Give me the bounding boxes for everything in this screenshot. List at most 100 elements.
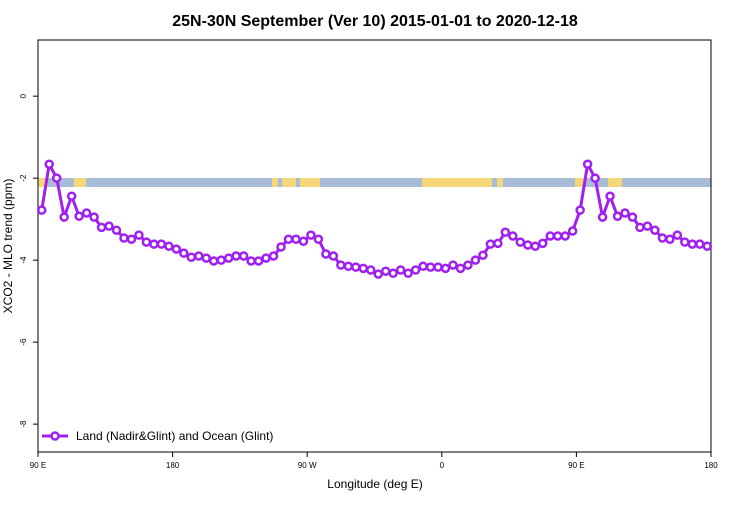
data-point [590, 173, 600, 183]
data-point [276, 242, 286, 252]
x-axis-label: Longitude (deg E) [327, 477, 422, 491]
x-tick-label: 180 [704, 461, 718, 470]
data-point [306, 230, 316, 240]
data-point [238, 251, 249, 261]
data-point [253, 256, 264, 266]
data-point [687, 239, 698, 249]
data-point [358, 263, 369, 274]
data-point [313, 234, 324, 244]
chart-title: 25N-30N September (Ver 10) 2015-01-01 to… [172, 13, 578, 30]
legend-label: Land (Nadir&Glint) and Ocean (Glint) [76, 429, 273, 443]
data-point [186, 252, 197, 263]
data-point [171, 244, 182, 254]
data-point [425, 262, 436, 272]
data-point [216, 255, 226, 265]
data-point [440, 263, 451, 274]
data-point [500, 227, 511, 238]
land-ocean-strip [38, 178, 711, 187]
data-point [194, 251, 204, 261]
x-tick-label: 180 [166, 461, 180, 470]
data-point [455, 263, 466, 274]
legend-marker [50, 431, 60, 441]
data-point [552, 231, 563, 241]
y-tick-label: -8 [19, 420, 28, 428]
data-point [418, 261, 428, 272]
data-point [470, 255, 481, 265]
data-point [343, 261, 354, 272]
data-point [395, 265, 406, 275]
data-point [366, 265, 376, 275]
data-point [261, 253, 271, 263]
data-point [208, 256, 219, 266]
data-point [523, 240, 533, 250]
data-point [111, 225, 122, 235]
data-point [36, 205, 47, 215]
data-point [59, 212, 69, 222]
data-point [231, 251, 241, 261]
data-point [66, 191, 77, 201]
data-point [672, 230, 683, 240]
data-point [485, 239, 496, 249]
data-point [665, 234, 675, 244]
data-point [575, 205, 585, 215]
data-point [104, 221, 114, 231]
x-tick-label: 90 E [30, 461, 46, 470]
data-point [657, 233, 668, 243]
data-point [702, 241, 713, 251]
data-point [246, 256, 256, 266]
data-point [336, 260, 346, 270]
data-point [44, 159, 54, 169]
data-point [134, 230, 144, 240]
x-tick-label: 0 [440, 461, 445, 470]
data-point [373, 269, 383, 279]
data-point [545, 231, 555, 241]
data-point [81, 208, 92, 218]
data-point [493, 238, 503, 249]
data-point [515, 237, 526, 247]
data-point [149, 239, 159, 249]
data-point [89, 212, 99, 222]
y-tick-label: 0 [19, 93, 28, 98]
data-point [410, 265, 421, 275]
data-point [620, 208, 630, 218]
data-point [433, 262, 443, 272]
data-point [605, 191, 615, 201]
data-point [560, 231, 570, 241]
data-point [283, 234, 294, 244]
data-point [141, 237, 152, 247]
plot-frame [37, 39, 712, 453]
data-point [680, 237, 690, 247]
data-point [179, 248, 189, 258]
data-point [51, 173, 62, 183]
data-point [538, 238, 548, 249]
data-point [298, 236, 309, 247]
data-point [463, 260, 473, 270]
data-point [642, 221, 653, 231]
data-point [96, 222, 107, 233]
data-point [164, 241, 174, 251]
y-tick-label: -6 [19, 338, 28, 346]
data-point [156, 239, 167, 249]
data-point [126, 234, 137, 244]
x-tick-label: 90 W [298, 461, 317, 470]
y-axis-label: XCO2 - MLO trend (ppm) [1, 179, 15, 314]
data-point [74, 211, 84, 222]
data-point [268, 251, 279, 261]
y-tick-label: -2 [19, 174, 28, 182]
data-point [448, 260, 458, 270]
data-point [612, 211, 623, 222]
data-point [508, 231, 518, 241]
data-point [351, 262, 361, 272]
y-tick-label: -4 [19, 256, 28, 264]
data-point [201, 253, 211, 263]
data-point [328, 251, 339, 261]
data-point [291, 234, 301, 244]
data-point [478, 250, 488, 260]
data-point [380, 266, 391, 276]
data-point [627, 212, 638, 222]
data-point [530, 241, 541, 251]
x-tick-label: 90 E [568, 461, 584, 470]
data-point [582, 159, 593, 169]
data-point [388, 268, 398, 279]
